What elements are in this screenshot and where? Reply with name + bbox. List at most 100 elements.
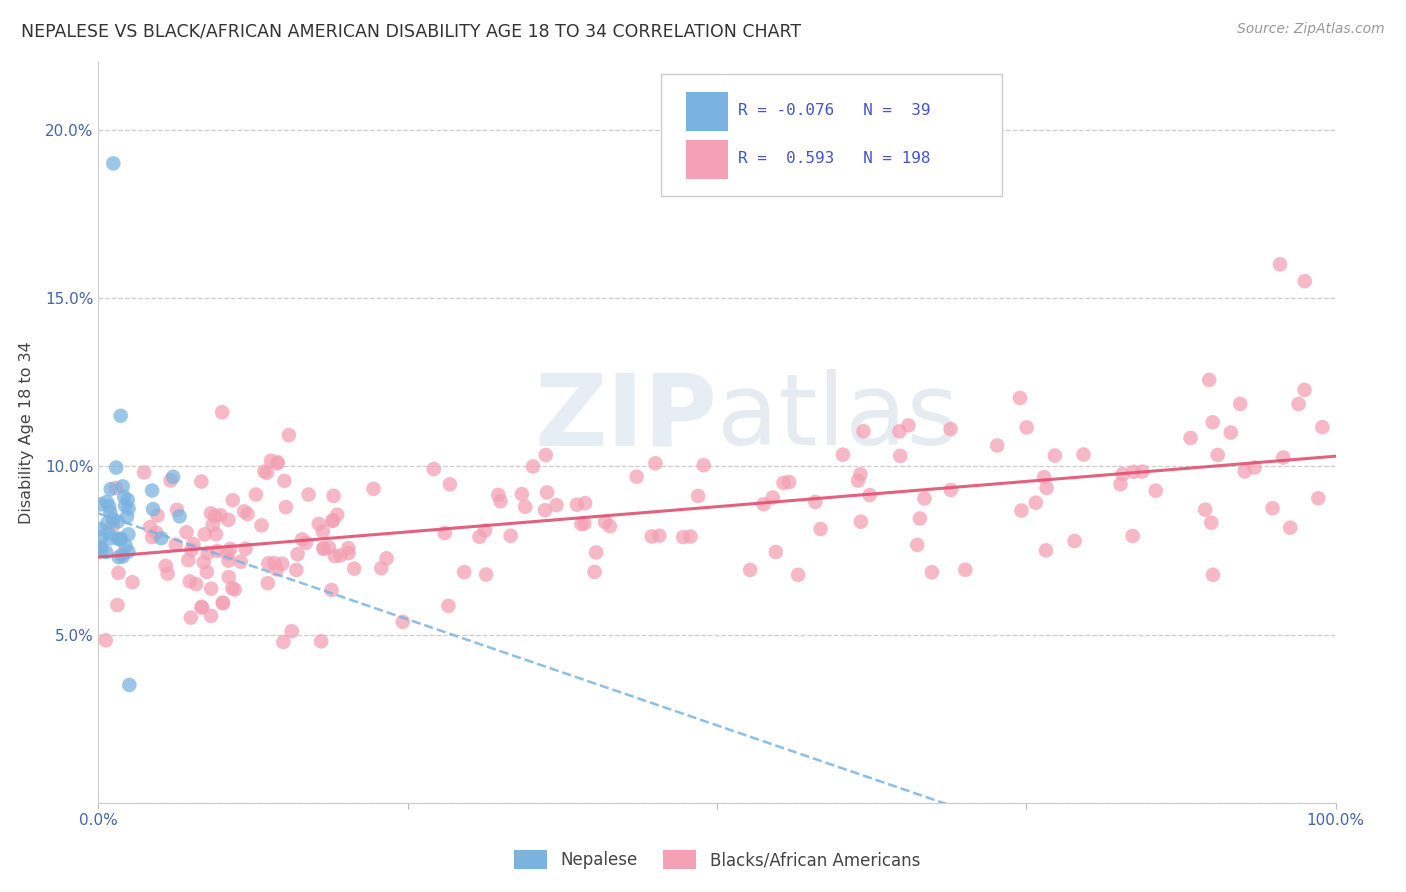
Point (107, 515, 129, 529)
Point (295, 536, 318, 550)
Point (778, 475, 800, 489)
Point (321, 514, 343, 528)
Point (423, 462, 446, 476)
Point (190, 600, 212, 615)
Point (235, 541, 257, 556)
Point (104, 481, 127, 495)
Point (217, 547, 239, 561)
Point (326, 508, 349, 522)
Point (257, 557, 280, 571)
Point (641, 529, 664, 543)
Point (139, 520, 162, 534)
Point (96, 516, 118, 531)
Point (98, 505, 121, 519)
Point (626, 469, 648, 483)
Point (256, 576, 278, 591)
Point (98, 532, 121, 546)
Point (146, 508, 169, 523)
Point (337, 546, 360, 560)
Point (1272, 450, 1295, 465)
Point (1043, 449, 1066, 463)
Point (159, 474, 181, 488)
Point (111, 547, 134, 561)
Point (256, 466, 278, 480)
Point (1109, 477, 1132, 491)
Point (648, 529, 671, 543)
Point (752, 497, 775, 511)
Point (111, 549, 134, 564)
Point (679, 530, 702, 544)
Point (1229, 397, 1251, 411)
Point (1219, 425, 1241, 440)
Point (89, 541, 111, 556)
Point (569, 517, 592, 532)
Point (1279, 521, 1302, 535)
Point (1268, 257, 1291, 271)
Point (955, 563, 977, 577)
Point (105, 460, 128, 475)
Text: atlas: atlas (717, 369, 959, 467)
FancyBboxPatch shape (686, 140, 728, 178)
Point (692, 458, 714, 473)
Point (499, 529, 522, 543)
Point (765, 545, 787, 559)
Point (489, 494, 512, 508)
Text: NEPALESE VS BLACK/AFRICAN AMERICAN DISABILITY AGE 18 TO 34 CORRELATION CHART: NEPALESE VS BLACK/AFRICAN AMERICAN DISAB… (21, 22, 801, 40)
Point (337, 541, 360, 555)
Point (522, 459, 544, 474)
Point (205, 527, 228, 541)
Point (166, 503, 188, 517)
Point (1194, 502, 1216, 516)
Point (762, 491, 785, 505)
Point (1033, 470, 1056, 484)
Y-axis label: Disability Age 18 to 34: Disability Age 18 to 34 (20, 342, 34, 524)
Text: ZIP: ZIP (534, 369, 717, 467)
Point (219, 541, 242, 556)
Point (772, 475, 794, 490)
Text: Source: ZipAtlas.com: Source: ZipAtlas.com (1237, 22, 1385, 37)
Point (1308, 491, 1330, 506)
Point (583, 565, 606, 579)
Point (180, 610, 202, 624)
Point (574, 496, 596, 510)
Point (200, 582, 222, 596)
Point (221, 581, 243, 595)
Point (1008, 391, 1031, 405)
Point (101, 519, 124, 533)
Point (433, 526, 456, 541)
Point (96, 495, 118, 509)
Point (195, 565, 218, 579)
Point (90, 540, 112, 554)
Point (391, 615, 413, 629)
Point (308, 516, 330, 531)
Point (804, 495, 827, 509)
Point (107, 550, 129, 565)
Point (112, 490, 135, 504)
Point (184, 577, 207, 591)
Point (90, 530, 112, 544)
Point (849, 515, 872, 529)
Point (114, 499, 136, 513)
Point (322, 513, 344, 527)
Point (908, 511, 931, 525)
Point (787, 567, 810, 582)
Point (224, 582, 246, 597)
Point (534, 448, 557, 462)
Point (271, 557, 294, 571)
Point (211, 405, 233, 419)
Point (986, 438, 1008, 452)
Point (889, 425, 911, 439)
Point (565, 498, 588, 512)
Point (515, 500, 537, 514)
Point (245, 487, 267, 501)
Point (169, 509, 191, 524)
Point (117, 501, 139, 516)
Point (475, 567, 498, 582)
Point (98, 500, 121, 514)
Point (1294, 274, 1316, 288)
Point (1243, 460, 1265, 475)
Point (1198, 373, 1220, 387)
Point (1025, 496, 1047, 510)
Point (846, 474, 869, 488)
Point (534, 503, 557, 517)
